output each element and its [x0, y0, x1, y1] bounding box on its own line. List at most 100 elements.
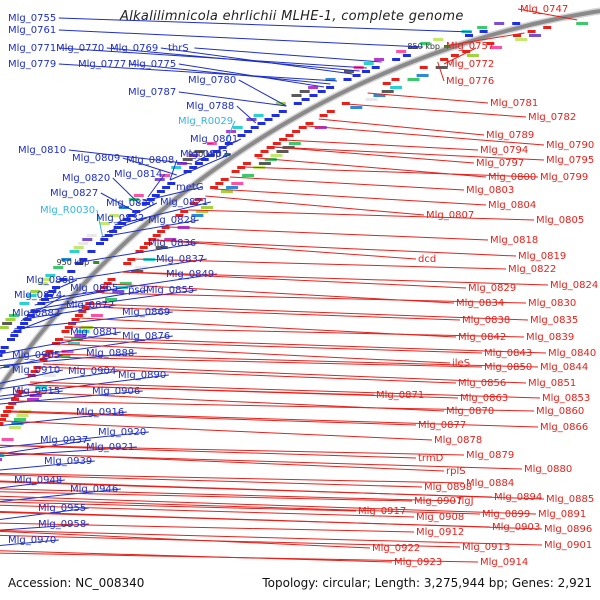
forward-gene-label[interactable]: Mlg_0888	[86, 348, 134, 359]
reverse-gene-label[interactable]: Mlg_0860	[536, 406, 584, 417]
reverse-gene-label[interactable]: ileS	[452, 358, 470, 369]
forward-gene-label[interactable]: Mlg_0958	[38, 519, 86, 530]
forward-gene-label[interactable]: Mlg_0904	[68, 366, 116, 377]
forward-gene-label[interactable]: Mlg_0808	[126, 155, 174, 166]
forward-gene-label[interactable]: psd	[128, 285, 146, 296]
reverse-gene-label[interactable]: Mlg_0866	[540, 422, 588, 433]
reverse-gene-label[interactable]: Mlg_0884	[466, 478, 514, 489]
reverse-gene-label[interactable]: Mlg_0853	[542, 393, 590, 404]
forward-gene-label[interactable]: Mlg_0769	[110, 43, 158, 54]
reverse-gene-label[interactable]: Mlg_0877	[418, 420, 466, 431]
reverse-gene-label[interactable]: Mlg_0772	[446, 59, 494, 70]
reverse-gene-label[interactable]: Mlg_0829	[468, 283, 516, 294]
forward-gene-label[interactable]: Mlg_0836	[148, 238, 196, 249]
forward-gene-label[interactable]: Mlg_0802	[180, 149, 228, 160]
forward-gene-label[interactable]: Mlg_0810	[18, 145, 66, 156]
forward-gene-label[interactable]: Mlg_0826	[106, 198, 154, 209]
forward-gene-label[interactable]: Mlg_0787	[128, 87, 176, 98]
forward-gene-label[interactable]: Mlg_0874	[14, 290, 62, 301]
reverse-gene-label[interactable]: Mlg_0856	[458, 378, 506, 389]
reverse-gene-label[interactable]: Mlg_0898	[424, 482, 472, 493]
forward-gene-label[interactable]: Mlg_0761	[8, 25, 56, 36]
reverse-gene-label[interactable]: Mlg_0797	[476, 158, 524, 169]
forward-gene-label[interactable]: Mlg_0970	[8, 535, 56, 546]
reverse-gene-label[interactable]: Mlg_0863	[460, 393, 508, 404]
reverse-gene-label[interactable]: Mlg_0803	[466, 185, 514, 196]
forward-gene-label[interactable]: Mlg_0937	[40, 435, 88, 446]
forward-gene-label[interactable]: Mlg_0780	[188, 75, 236, 86]
reverse-gene-label[interactable]: Mlg_0917	[358, 506, 406, 517]
reverse-gene-label[interactable]: Mlg_0913	[462, 542, 510, 553]
reverse-gene-label[interactable]: Mlg_0790	[546, 140, 594, 151]
reverse-gene-label[interactable]: Mlg_0840	[548, 348, 596, 359]
reverse-gene-label[interactable]: Mlg_0757	[446, 41, 494, 52]
forward-gene-label[interactable]: Mlg_0906	[92, 386, 140, 397]
reverse-gene-label[interactable]: Mlg_0922	[372, 543, 420, 554]
forward-gene-label[interactable]: Mlg_0946	[70, 484, 118, 495]
reverse-gene-label[interactable]: Mlg_0776	[446, 76, 494, 87]
forward-gene-label[interactable]: Mlg_0905	[12, 350, 60, 361]
forward-gene-label[interactable]: Mlg_0890	[118, 370, 166, 381]
forward-gene-label[interactable]: Mlg_0868	[26, 275, 74, 286]
reverse-gene-label[interactable]: Mlg_0912	[416, 527, 464, 538]
forward-gene-label[interactable]: Mlg_0775	[128, 59, 176, 70]
reverse-gene-label[interactable]: Mlg_0899	[482, 509, 530, 520]
forward-gene-label[interactable]: Mlg_R0029	[178, 116, 233, 127]
reverse-gene-label[interactable]: Mlg_0908	[416, 512, 464, 523]
forward-gene-label[interactable]: Mlg_0872	[66, 300, 114, 311]
forward-gene-label[interactable]: Mlg_0770	[56, 43, 104, 54]
reverse-gene-label[interactable]: Mlg_0880	[524, 464, 572, 475]
forward-gene-label[interactable]: Mlg_0881	[70, 327, 118, 338]
reverse-gene-label[interactable]: Mlg_0894	[494, 492, 542, 503]
forward-gene-label[interactable]: Mlg_0948	[14, 475, 62, 486]
forward-gene-label[interactable]: Mlg_0820	[62, 173, 110, 184]
forward-gene-label[interactable]: Mlg_0821	[160, 197, 208, 208]
reverse-gene-label[interactable]: Mlg_0839	[526, 332, 574, 343]
reverse-gene-label[interactable]: Mlg_0885	[546, 494, 594, 505]
forward-gene-label[interactable]: Mlg_0828	[148, 215, 196, 226]
reverse-gene-label[interactable]: Mlg_0799	[540, 172, 588, 183]
reverse-gene-label[interactable]: Mlg_0903	[492, 522, 540, 533]
reverse-gene-label[interactable]: dcd	[418, 254, 436, 265]
reverse-gene-label[interactable]: Mlg_0851	[528, 378, 576, 389]
reverse-gene-label[interactable]: Mlg_0830	[528, 298, 576, 309]
forward-gene-label[interactable]: Mlg_0882	[12, 308, 60, 319]
forward-gene-label[interactable]: Mlg_0916	[76, 407, 124, 418]
reverse-gene-label[interactable]: trmD	[418, 453, 444, 464]
reverse-gene-label[interactable]: Mlg_0879	[466, 450, 514, 461]
reverse-gene-label[interactable]: Mlg_0800	[488, 172, 536, 183]
reverse-gene-label[interactable]: Mlg_0901	[544, 540, 592, 551]
forward-gene-label[interactable]: Mlg_0777	[78, 59, 126, 70]
forward-gene-label[interactable]: Mlg_0920	[98, 427, 146, 438]
reverse-gene-label[interactable]: Mlg_0871	[376, 390, 424, 401]
forward-gene-label[interactable]: Mlg_0755	[8, 13, 56, 24]
forward-gene-label[interactable]: Mlg_0837	[156, 254, 204, 265]
forward-gene-label[interactable]: Mlg_R0030	[40, 205, 95, 216]
reverse-gene-label[interactable]: Mlg_0838	[462, 315, 510, 326]
forward-gene-label[interactable]: Mlg_0915	[12, 386, 60, 397]
reverse-gene-label[interactable]: Mlg_0819	[518, 251, 566, 262]
forward-gene-label[interactable]: Mlg_0827	[50, 188, 98, 199]
reverse-gene-label[interactable]: Mlg_0923	[394, 557, 442, 568]
reverse-gene-label[interactable]: Mlg_0824	[550, 280, 598, 291]
reverse-gene-label[interactable]: Mlg_0789	[486, 130, 534, 141]
reverse-gene-label[interactable]: Mlg_0807	[426, 210, 474, 221]
reverse-gene-label[interactable]: Mlg_0794	[480, 145, 528, 156]
forward-gene-label[interactable]: Mlg_0939	[44, 456, 92, 467]
reverse-gene-label[interactable]: Mlg_0781	[490, 98, 538, 109]
reverse-gene-label[interactable]: Mlg_0844	[540, 362, 588, 373]
forward-gene-label[interactable]: Mlg_0832	[96, 213, 144, 224]
forward-gene-label[interactable]: Mlg_0865	[70, 283, 118, 294]
reverse-gene-label[interactable]: Mlg_0914	[480, 557, 528, 568]
reverse-gene-label[interactable]: Mlg_0896	[544, 524, 592, 535]
reverse-gene-label[interactable]: Mlg_0804	[488, 200, 536, 211]
reverse-gene-label[interactable]: Mlg_0878	[434, 435, 482, 446]
reverse-gene-label[interactable]: Mlg_0822	[508, 264, 556, 275]
reverse-gene-label[interactable]: Mlg_0818	[490, 235, 538, 246]
forward-gene-label[interactable]: Mlg_0779	[8, 59, 56, 70]
reverse-gene-label[interactable]: Mlg_0747	[520, 4, 568, 15]
forward-gene-label[interactable]: Mlg_0771	[8, 43, 56, 54]
reverse-gene-label[interactable]: rplS	[446, 466, 466, 477]
forward-gene-label[interactable]: Mlg_0849	[166, 269, 214, 280]
reverse-gene-label[interactable]: Mlg_0782	[528, 112, 576, 123]
